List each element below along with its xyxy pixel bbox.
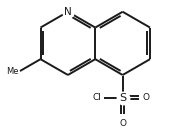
Text: N: N (64, 7, 72, 17)
Text: Me: Me (6, 67, 19, 75)
Text: S: S (119, 93, 126, 103)
Text: O: O (119, 119, 126, 128)
Text: Cl: Cl (93, 93, 101, 102)
Text: O: O (143, 93, 150, 102)
